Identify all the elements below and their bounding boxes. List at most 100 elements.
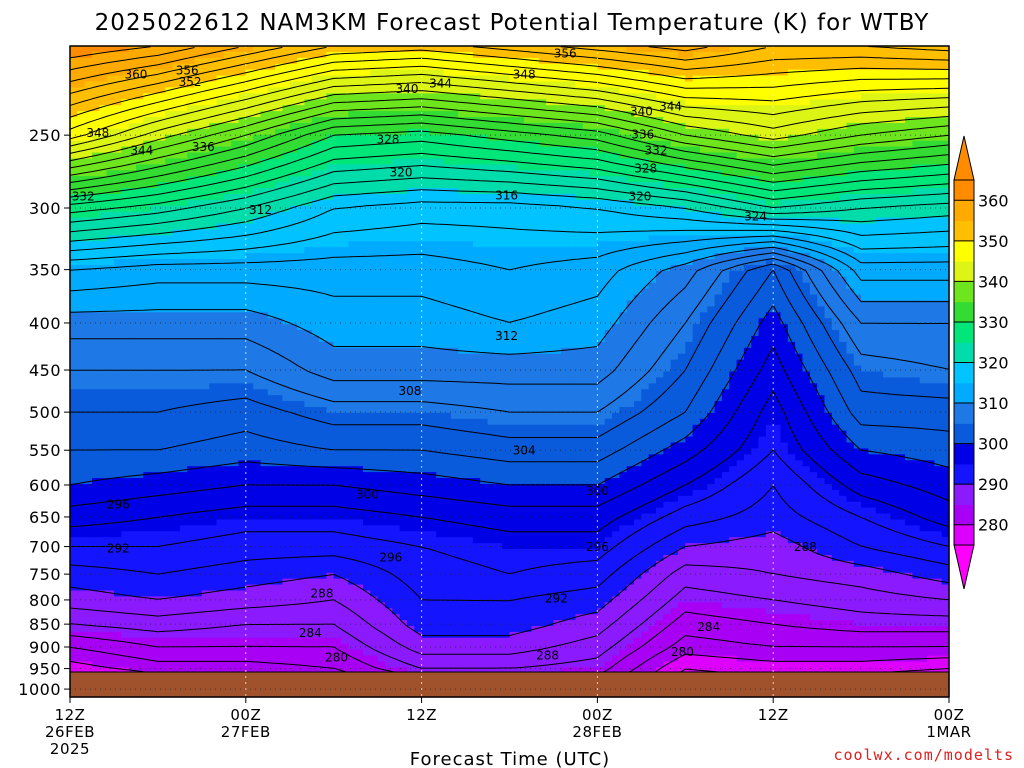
contour-fill-cell [561, 99, 569, 106]
contour-fill-cell [773, 76, 781, 83]
contour-fill-cell [817, 87, 825, 94]
contour-fill-cell [246, 253, 254, 260]
contour-fill-cell [590, 176, 598, 183]
contour-fill-cell [224, 277, 232, 284]
contour-fill-cell [744, 117, 752, 124]
contour-fill-cell [641, 253, 649, 260]
contour-fill-cell [275, 76, 283, 83]
contour-fill-cell [707, 82, 715, 89]
contour-fill-cell [795, 70, 803, 77]
contour-fill-cell [260, 87, 268, 94]
contour-fill-cell [575, 200, 583, 207]
contour-fill-cell [268, 218, 276, 225]
contour-fill-cell [649, 283, 657, 290]
contour-fill-cell [444, 265, 452, 272]
contour-fill-cell [817, 52, 825, 59]
contour-fill-cell [238, 247, 246, 254]
contour-fill-cell [590, 224, 598, 231]
contour-fill-cell [312, 158, 320, 165]
contour-fill-cell [385, 123, 393, 130]
contour-fill-cell [634, 229, 642, 236]
contour-fill-cell [788, 46, 796, 53]
contour-fill-cell [429, 194, 437, 201]
contour-fill-cell [488, 241, 496, 248]
contour-fill-cell [466, 176, 474, 183]
contour-fill-cell [209, 99, 217, 106]
contour-fill-cell [605, 93, 613, 100]
contour-fill-cell [195, 111, 203, 118]
contour-fill-cell [502, 253, 510, 260]
contour-fill-cell [773, 117, 781, 124]
contour-fill-cell [890, 153, 898, 160]
contour-fill-cell [517, 235, 525, 242]
contour-fill-cell [890, 82, 898, 89]
contour-fill-cell [297, 206, 305, 213]
contour-fill-cell [510, 253, 518, 260]
contour-fill-cell [231, 241, 239, 248]
contour-fill-cell [466, 164, 474, 171]
contour-fill-cell [275, 135, 283, 142]
contour-fill-cell [341, 259, 349, 266]
contour-fill-cell [495, 253, 503, 260]
contour-fill-cell [590, 129, 598, 136]
contour-fill-cell [319, 265, 327, 272]
contour-fill-cell [502, 289, 510, 296]
contour-fill-cell [502, 271, 510, 278]
contour-fill-cell [876, 241, 884, 248]
contour-fill-cell [898, 46, 906, 53]
contour-fill-cell [876, 253, 884, 260]
contour-fill-cell [803, 283, 811, 290]
contour-fill-cell [319, 241, 327, 248]
contour-fill-cell [561, 182, 569, 189]
contour-fill-cell [400, 271, 408, 278]
contour-fill-cell [268, 247, 276, 254]
contour-fill-cell [473, 200, 481, 207]
contour-fill-cell [751, 277, 759, 284]
contour-fill-cell [729, 82, 737, 89]
contour-fill-cell [883, 265, 891, 272]
contour-fill-cell [934, 253, 942, 260]
contour-fill-cell [868, 164, 876, 171]
contour-fill-cell [173, 277, 181, 284]
contour-fill-cell [597, 206, 605, 213]
contour-fill-cell [92, 111, 100, 118]
contour-fill-cell [429, 153, 437, 160]
contour-fill-cell [99, 99, 107, 106]
contour-fill-cell [238, 212, 246, 219]
contour-fill-cell [634, 82, 642, 89]
contour-fill-cell [370, 117, 378, 124]
contour-fill-cell [165, 188, 173, 195]
contour-fill-cell [473, 241, 481, 248]
contour-fill-cell [861, 58, 869, 65]
contour-fill-cell [693, 224, 701, 231]
contour-fill-cell [839, 70, 847, 77]
contour-fill-cell [231, 271, 239, 278]
contour-fill-cell [99, 271, 107, 278]
contour-fill-cell [107, 259, 115, 266]
contour-fill-cell [187, 283, 195, 290]
contour-fill-cell [817, 99, 825, 106]
contour-fill-cell [422, 46, 430, 53]
contour-fill-cell [517, 247, 525, 254]
contour-fill-cell [209, 277, 217, 284]
contour-fill-cell [861, 206, 869, 213]
contour-fill-cell [773, 46, 781, 53]
contour-fill-cell [627, 206, 635, 213]
contour-fill-cell [334, 259, 342, 266]
contour-fill-cell [905, 141, 913, 148]
contour-fill-cell [905, 265, 913, 272]
contour-fill-cell [187, 123, 195, 130]
contour-fill-cell [458, 241, 466, 248]
contour-fill-cell [363, 218, 371, 225]
contour-fill-cell [444, 289, 452, 296]
contour-fill-cell [605, 241, 613, 248]
contour-fill-cell [151, 123, 159, 130]
contour-fill-cell [473, 105, 481, 112]
contour-fill-cell [803, 52, 811, 59]
contour-fill-cell [810, 147, 818, 154]
contour-fill-cell [282, 253, 290, 260]
contour-fill-cell [510, 247, 518, 254]
contour-fill-cell [912, 87, 920, 94]
contour-fill-cell [422, 194, 430, 201]
contour-fill-cell [627, 229, 635, 236]
